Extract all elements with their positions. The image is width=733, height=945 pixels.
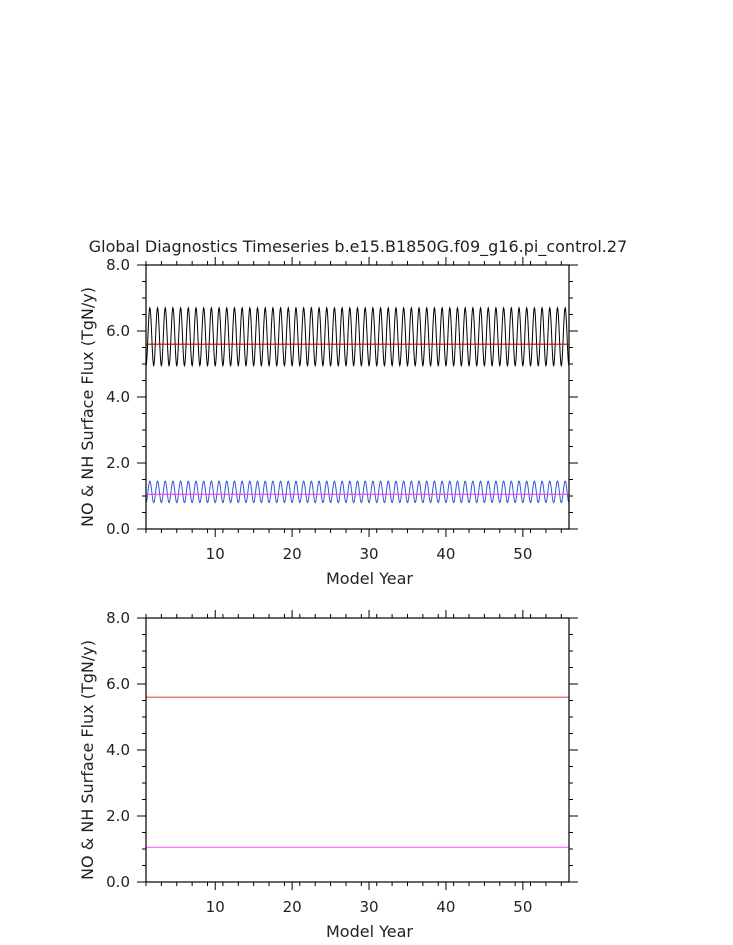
bottom-chart: 10 20 30 40 50 0.0 2.0 4.0 6.0 8.0 Model Year NO … [78, 609, 578, 941]
bottom-plot-frame [145, 617, 570, 883]
bottom-x-axis-label: Model Year [326, 922, 413, 941]
bottom-y-tick-label: 4.0 [106, 741, 130, 759]
top-x-tick-label: 50 [513, 545, 532, 563]
bottom-y-axis-label: NO & NH Surface Flux (TgN/y) [78, 640, 97, 880]
top-x-axis-label: Model Year [326, 569, 413, 588]
bottom-x-tick-label: 30 [359, 898, 378, 916]
top-x-tick-label: 40 [436, 545, 455, 563]
bottom-y-tick-label: 2.0 [106, 807, 130, 825]
top-series-line-2 [145, 480, 570, 504]
bottom-x-tick-label: 10 [206, 898, 225, 916]
top-chart: 10 20 30 40 50 0.0 2.0 4.0 6.0 8.0 Model Year NO … [78, 256, 578, 588]
bottom-x-tick-label: 50 [513, 898, 532, 916]
top-x-tick-label: 10 [206, 545, 225, 563]
top-y-tick-label: 4.0 [106, 388, 130, 406]
top-y-tick-label: 2.0 [106, 454, 130, 472]
top-plot-frame [145, 264, 570, 530]
bottom-y-tick-label: 0.0 [106, 873, 130, 891]
top-x-tick-label: 20 [283, 545, 302, 563]
top-y-axis-label: NO & NH Surface Flux (TgN/y) [78, 287, 97, 527]
top-y-tick-label: 8.0 [106, 256, 130, 274]
top-series-line-0 [145, 306, 570, 368]
bottom-x-tick-label: 20 [283, 898, 302, 916]
chart-title: Global Diagnostics Timeseries b.e15.B185… [89, 237, 628, 257]
top-x-tick-label: 30 [359, 545, 378, 563]
top-y-tick-label: 6.0 [106, 322, 130, 340]
bottom-y-tick-label: 8.0 [106, 609, 130, 627]
bottom-y-tick-label: 6.0 [106, 675, 130, 693]
top-y-tick-label: 0.0 [106, 520, 130, 538]
bottom-x-tick-label: 40 [436, 898, 455, 916]
